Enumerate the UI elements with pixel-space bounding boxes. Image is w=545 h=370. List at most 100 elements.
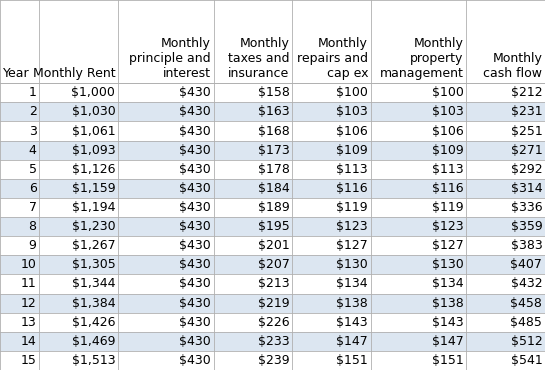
Text: 14: 14 — [21, 335, 37, 348]
Text: $512: $512 — [511, 335, 542, 348]
Text: $383: $383 — [511, 239, 542, 252]
Text: $138: $138 — [336, 297, 368, 310]
Text: $143: $143 — [336, 316, 368, 329]
Bar — [0, 275, 545, 293]
Text: $109: $109 — [432, 144, 464, 157]
Text: $119: $119 — [336, 201, 368, 214]
Text: $123: $123 — [432, 220, 464, 233]
Text: $1,426: $1,426 — [72, 316, 115, 329]
Text: 13: 13 — [21, 316, 37, 329]
Text: $407: $407 — [511, 258, 542, 271]
Text: $1,093: $1,093 — [71, 144, 115, 157]
Bar — [0, 160, 545, 179]
Text: $113: $113 — [336, 163, 368, 176]
Text: 1: 1 — [29, 86, 37, 99]
Text: $116: $116 — [336, 182, 368, 195]
Text: $485: $485 — [511, 316, 542, 329]
Text: $189: $189 — [258, 201, 289, 214]
Text: $1,267: $1,267 — [71, 239, 115, 252]
Text: $184: $184 — [258, 182, 289, 195]
Bar — [0, 217, 545, 236]
Text: Monthly
cash flow: Monthly cash flow — [483, 51, 542, 80]
Text: $430: $430 — [179, 316, 211, 329]
Text: 9: 9 — [29, 239, 37, 252]
Bar — [0, 236, 545, 255]
Text: $430: $430 — [179, 86, 211, 99]
Text: $100: $100 — [336, 86, 368, 99]
Text: $430: $430 — [179, 239, 211, 252]
Text: $430: $430 — [179, 335, 211, 348]
Bar — [0, 141, 545, 160]
Text: $292: $292 — [511, 163, 542, 176]
Text: $130: $130 — [336, 258, 368, 271]
Text: $430: $430 — [179, 125, 211, 138]
Text: 11: 11 — [21, 278, 37, 290]
Text: $1,305: $1,305 — [71, 258, 115, 271]
Text: $119: $119 — [432, 201, 464, 214]
Text: $168: $168 — [258, 125, 289, 138]
Text: $231: $231 — [511, 105, 542, 118]
Bar — [0, 293, 545, 313]
Text: $219: $219 — [258, 297, 289, 310]
Text: $163: $163 — [258, 105, 289, 118]
Text: $458: $458 — [511, 297, 542, 310]
Text: $430: $430 — [179, 354, 211, 367]
Text: Year: Year — [3, 67, 29, 80]
Bar — [0, 0, 545, 83]
Text: $1,384: $1,384 — [71, 297, 115, 310]
Text: Monthly
principle and
interest: Monthly principle and interest — [129, 37, 211, 80]
Text: 12: 12 — [21, 297, 37, 310]
Text: $430: $430 — [179, 220, 211, 233]
Text: $1,159: $1,159 — [71, 182, 115, 195]
Text: $134: $134 — [336, 278, 368, 290]
Text: $213: $213 — [258, 278, 289, 290]
Text: $195: $195 — [258, 220, 289, 233]
Text: 2: 2 — [29, 105, 37, 118]
Bar — [0, 102, 545, 121]
Text: $143: $143 — [432, 316, 464, 329]
Bar — [0, 351, 545, 370]
Text: Monthly
repairs and
cap ex: Monthly repairs and cap ex — [297, 37, 368, 80]
Text: $430: $430 — [179, 201, 211, 214]
Text: 3: 3 — [29, 125, 37, 138]
Text: $271: $271 — [511, 144, 542, 157]
Text: $1,194: $1,194 — [72, 201, 115, 214]
Text: $226: $226 — [258, 316, 289, 329]
Text: $138: $138 — [432, 297, 464, 310]
Text: $151: $151 — [336, 354, 368, 367]
Text: $100: $100 — [432, 86, 464, 99]
Text: 10: 10 — [21, 258, 37, 271]
Text: $212: $212 — [511, 86, 542, 99]
Text: $151: $151 — [432, 354, 464, 367]
Text: $430: $430 — [179, 144, 211, 157]
Text: $127: $127 — [432, 239, 464, 252]
Text: $1,030: $1,030 — [71, 105, 115, 118]
Text: 6: 6 — [29, 182, 37, 195]
Bar — [0, 332, 545, 351]
Text: Monthly
taxes and
insurance: Monthly taxes and insurance — [228, 37, 289, 80]
Text: $173: $173 — [258, 144, 289, 157]
Text: $1,000: $1,000 — [71, 86, 115, 99]
Text: $113: $113 — [432, 163, 464, 176]
Bar — [0, 198, 545, 217]
Text: $430: $430 — [179, 278, 211, 290]
Text: $541: $541 — [511, 354, 542, 367]
Bar — [0, 255, 545, 275]
Text: 5: 5 — [28, 163, 37, 176]
Text: $233: $233 — [258, 335, 289, 348]
Text: Monthly
property
management: Monthly property management — [380, 37, 464, 80]
Text: $359: $359 — [511, 220, 542, 233]
Text: $201: $201 — [258, 239, 289, 252]
Bar — [0, 83, 545, 102]
Text: 7: 7 — [28, 201, 37, 214]
Text: $207: $207 — [258, 258, 289, 271]
Text: $336: $336 — [511, 201, 542, 214]
Bar — [0, 313, 545, 332]
Text: $147: $147 — [432, 335, 464, 348]
Text: $251: $251 — [511, 125, 542, 138]
Text: 8: 8 — [28, 220, 37, 233]
Text: $103: $103 — [336, 105, 368, 118]
Text: $430: $430 — [179, 258, 211, 271]
Text: $178: $178 — [258, 163, 289, 176]
Text: $1,513: $1,513 — [71, 354, 115, 367]
